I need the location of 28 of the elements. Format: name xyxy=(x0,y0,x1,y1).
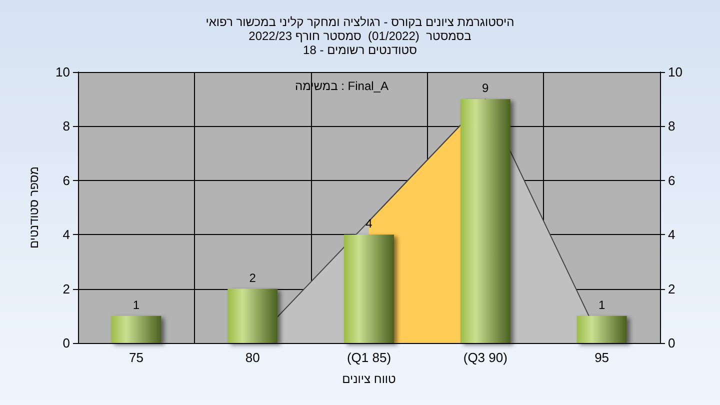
data-label: 2 xyxy=(249,270,256,285)
y-tick-label: 6 xyxy=(62,172,70,188)
data-label: 1 xyxy=(132,298,140,312)
y-axis-title: מספר סטודנטים xyxy=(27,166,41,249)
data-label: 9 xyxy=(482,81,490,96)
y-tick-label: 2 xyxy=(62,281,70,296)
y2-tick-label: 8 xyxy=(668,118,676,134)
y-tick-label: 4 xyxy=(62,227,70,242)
x-tick-label: (Q3 90) xyxy=(463,350,508,365)
y2-tick-label: 0 xyxy=(668,336,676,350)
y-tick-label: 8 xyxy=(62,118,70,134)
y2-tick-label: 4 xyxy=(668,227,676,242)
y2-tick-label: 10 xyxy=(668,64,682,80)
y-tick-label: 0 xyxy=(62,336,70,350)
y-tick-label: 10 xyxy=(56,64,70,80)
x-axis-title: טווח ציונים xyxy=(342,372,396,386)
x-tick-label: 95 xyxy=(594,350,610,365)
chart-title: היסטוגרמת ציונים בקורס - רגולציה ומחקר קליני במכשור רפואי בסמסטר (01/2022) סמסטר חורף 2022/23 סטודנטים רשומים - 18 xyxy=(206,15,514,57)
bar xyxy=(576,316,627,343)
y2-tick-label: 2 xyxy=(668,281,676,296)
y2-tick-label: 6 xyxy=(668,172,676,188)
bar xyxy=(344,234,394,343)
x-tick-label: 75 xyxy=(128,350,144,365)
bar xyxy=(228,288,278,343)
bar xyxy=(111,316,162,343)
x-tick-label: 80 xyxy=(245,350,260,365)
x-tick-label: (Q1 85) xyxy=(346,350,392,365)
data-label: 1 xyxy=(598,298,606,312)
